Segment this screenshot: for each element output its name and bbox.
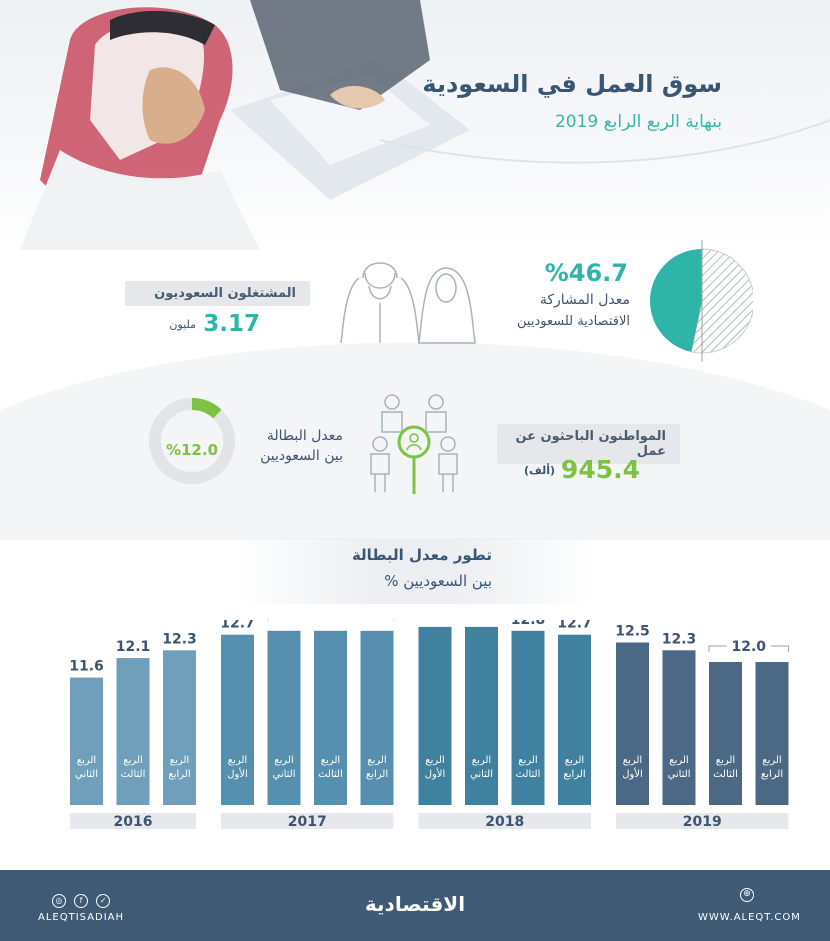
- social-icons: ◎ f ✓: [52, 888, 113, 908]
- bar-quarter-label: الثاني: [272, 769, 295, 780]
- bar-quarter-label: الثالث: [713, 769, 738, 780]
- bar-quarter-label: الرابع: [761, 769, 783, 780]
- bar-quarter-label: الربع: [170, 755, 189, 766]
- website-link[interactable]: WWW.ALEQT.COM: [698, 912, 801, 923]
- bar-quarter-label: الثاني: [470, 769, 493, 780]
- bar-quarter-label: الربع: [762, 755, 781, 766]
- social-handle[interactable]: ALEQTISADIAH: [38, 912, 124, 923]
- bar-quarter-label: الثالث: [318, 769, 343, 780]
- brand-logo: الاقتصادية: [345, 892, 485, 916]
- bar-quarter-label: الرابع: [168, 769, 190, 780]
- bar-quarter-label: الربع: [123, 755, 142, 766]
- man-woman-icon: [335, 248, 485, 348]
- unemployment-bar-chart: الربع الثاني 11.6 الربع الثالث 12.1 الربع الراب…: [0, 620, 830, 840]
- year-label: 2017: [288, 814, 327, 830]
- bar-quarter-label: الثالث: [516, 769, 541, 780]
- bar-quarter-label: الربع: [472, 755, 491, 766]
- bar-value-label: 12.3: [662, 631, 697, 647]
- employed-unit: مليون: [169, 318, 196, 331]
- bar-quarter-label: الأول: [622, 767, 643, 780]
- employed-value: 3.17: [203, 311, 260, 337]
- bar-value-label: 12.9: [418, 620, 453, 624]
- bar-quarter-label: الربع: [367, 755, 386, 766]
- bar-quarter-label: الأول: [227, 767, 248, 780]
- bar: [70, 678, 103, 805]
- footer-bar: ◎ f ✓ ALEQTISADIAH الاقتصادية ⊕ WWW.ALEQ…: [0, 870, 830, 941]
- unemployment-label-2: بين السعوديين: [260, 448, 343, 465]
- bar: [163, 650, 196, 805]
- job-search-icon: [368, 390, 460, 498]
- bar-quarter-label: الربع: [321, 755, 340, 766]
- year-label: 2018: [485, 814, 524, 830]
- bar-quarter-label: الربع: [623, 755, 642, 766]
- bar-quarter-label: الربع: [425, 755, 444, 766]
- bar-quarter-label: الرابع: [366, 769, 388, 780]
- participation-pie: [648, 236, 753, 366]
- bar-quarter-label: الربع: [228, 755, 247, 766]
- participation-label-2: الاقتصادية للسعوديين: [517, 313, 630, 330]
- bar-value-label: 12.3: [162, 631, 197, 647]
- bracket-value-label: 12.8: [313, 620, 348, 624]
- chart-title: تطور معدل البطالة: [352, 546, 492, 564]
- bar-quarter-label: الثاني: [75, 769, 98, 780]
- globe-icon: ⊕: [740, 888, 754, 902]
- unemployment-label-1: معدل البطالة: [267, 428, 343, 445]
- bar-quarter-label: الربع: [77, 755, 96, 766]
- bar-quarter-label: الربع: [669, 755, 688, 766]
- participation-value: %46.7: [545, 259, 628, 287]
- bar-quarter-label: الربع: [274, 755, 293, 766]
- bar-quarter-label: الثاني: [667, 769, 690, 780]
- bar-value-label: 12.1: [116, 639, 151, 655]
- pie-slice-participation: [650, 249, 702, 352]
- bar-value-label: 12.5: [615, 624, 650, 640]
- bar-quarter-label: الرابع: [563, 769, 585, 780]
- page-subtitle: بنهاية الربع الرابع 2019: [555, 112, 722, 132]
- unemployment-value: %12.0: [160, 441, 224, 459]
- bar-quarter-label: الربع: [518, 755, 537, 766]
- bar: [117, 658, 150, 805]
- instagram-icon[interactable]: ◎: [52, 894, 66, 908]
- bar: [709, 662, 742, 805]
- year-label: 2016: [114, 814, 153, 830]
- job-seekers-value: 945.4: [561, 455, 640, 484]
- facebook-icon[interactable]: f: [74, 894, 88, 908]
- bar: [616, 643, 649, 806]
- bar-value-label: 12.7: [220, 620, 255, 632]
- bar-quarter-label: الثالث: [121, 769, 146, 780]
- bar-quarter-label: الربع: [716, 755, 735, 766]
- twitter-icon[interactable]: ✓: [96, 894, 110, 908]
- bar-quarter-label: الأول: [425, 767, 446, 780]
- bar: [756, 662, 789, 805]
- page-title: سوق العمل في السعودية: [422, 70, 722, 98]
- participation-label-1: معدل المشاركة: [540, 292, 630, 309]
- bar: [663, 650, 696, 805]
- bar-value-label: 12.7: [557, 620, 592, 632]
- bar-value-label: 12.8: [511, 620, 546, 628]
- bracket-value-label: 12.0: [731, 639, 766, 655]
- bar-quarter-label: الربع: [565, 755, 584, 766]
- chart-subtitle: بين السعوديين %: [384, 572, 492, 590]
- employed-label: المشتغلون السعوديون: [125, 281, 310, 306]
- bar-value-label: 11.6: [69, 659, 104, 675]
- year-label: 2019: [683, 814, 722, 830]
- job-seekers-unit: (ألف): [524, 464, 555, 477]
- unemployment-arc: [192, 404, 217, 414]
